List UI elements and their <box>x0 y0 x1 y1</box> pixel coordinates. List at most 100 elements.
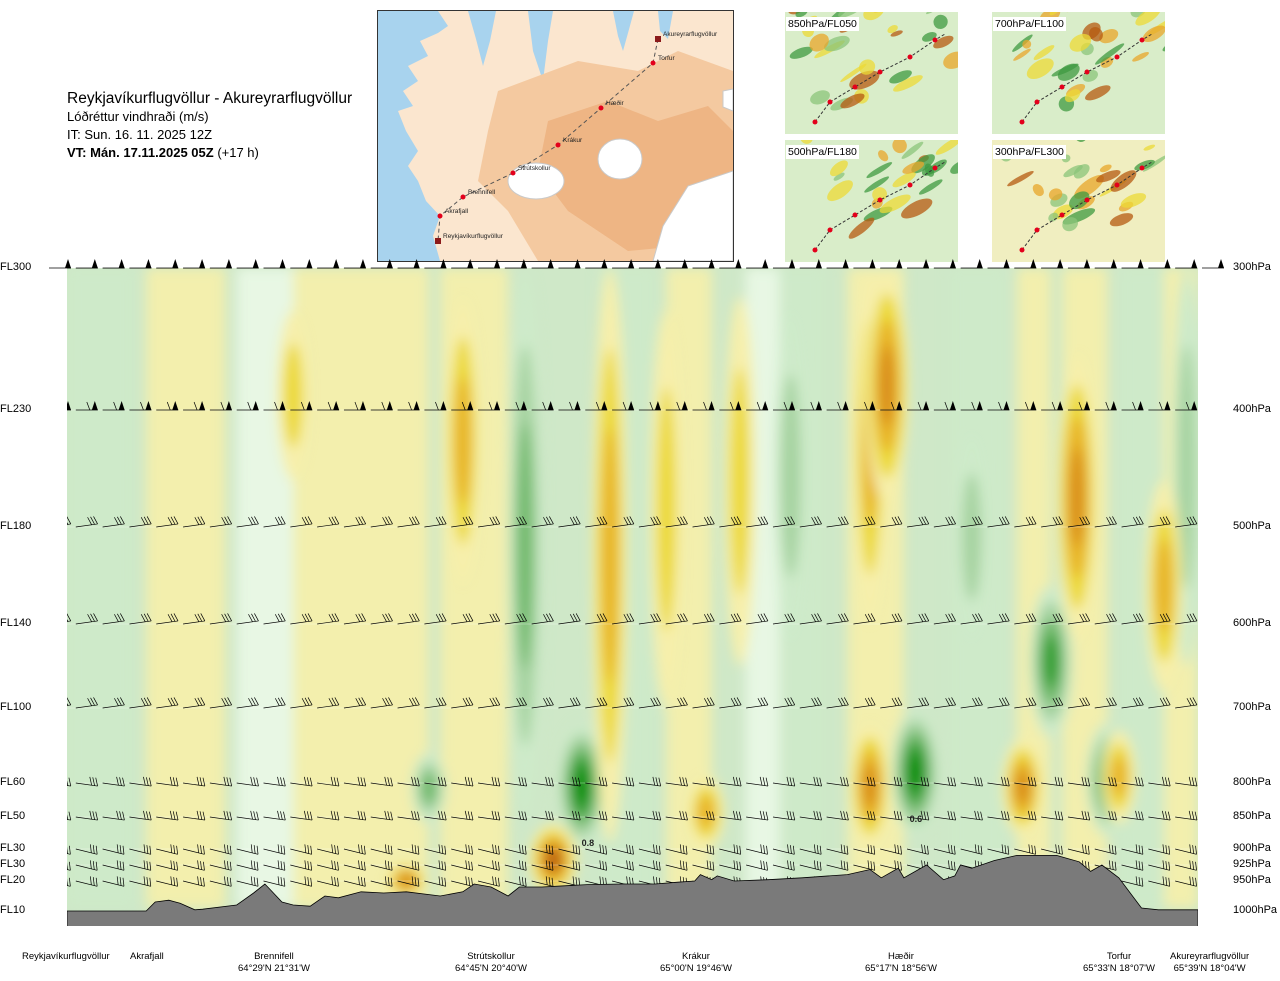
wind-barb-300 <box>719 259 742 269</box>
wind-barb <box>370 613 393 625</box>
thumb-waypoint <box>932 165 938 171</box>
wind-barb <box>397 516 420 528</box>
wind-barb-300 <box>102 259 125 269</box>
downdraft-cell <box>574 768 589 804</box>
downdraft-cell <box>908 753 923 791</box>
flight-level-label: FL230 <box>0 403 32 415</box>
thumb-field-blob <box>799 140 813 144</box>
thumb-field-blob <box>823 35 850 52</box>
wind-barb <box>1175 860 1197 871</box>
thumb-field-blob <box>840 93 865 109</box>
wind-barb <box>209 776 233 787</box>
wind-barb <box>370 516 393 528</box>
wind-barb <box>451 810 474 821</box>
wind-barb <box>826 860 849 871</box>
wind-barb <box>719 516 742 528</box>
wind-barb <box>987 776 1010 787</box>
wind-barb <box>263 860 286 871</box>
wind-barb <box>933 844 956 855</box>
wind-barb <box>1202 809 1225 820</box>
wind-barb <box>129 516 152 528</box>
wind-barb <box>1041 516 1064 528</box>
updraft-cell <box>730 367 750 595</box>
wind-barb <box>370 401 393 411</box>
thumb-waypoint <box>1019 247 1025 253</box>
wind-barb <box>1067 810 1091 821</box>
wind-barb <box>1148 844 1171 855</box>
map-waypoint-marker <box>460 194 466 200</box>
wind-barb <box>746 401 769 411</box>
wind-barb <box>290 516 313 528</box>
wind-barb <box>156 776 179 787</box>
thumb-waypoint <box>812 247 818 253</box>
wind-barb <box>772 697 796 709</box>
wind-barb <box>960 697 983 709</box>
wind-barb <box>665 860 688 871</box>
wind-barb <box>799 810 822 821</box>
thumb-700hpa-image <box>992 12 1165 134</box>
flight-level-label: FL30 <box>0 842 26 854</box>
thumb-waypoint <box>852 84 858 90</box>
wind-barb <box>1041 776 1064 787</box>
wind-barb <box>531 697 554 709</box>
wind-barb <box>826 776 849 787</box>
wind-barb <box>478 401 501 411</box>
updraft-cell <box>863 764 877 808</box>
thumb-field-blob <box>889 70 912 84</box>
wind-barb <box>424 516 447 528</box>
thumb-waypoint <box>1034 99 1040 105</box>
wind-barb <box>799 516 822 528</box>
thumb-700hpa[interactable]: 700hPa/FL100 <box>992 12 1165 134</box>
wind-barb <box>156 516 179 528</box>
wind-barb <box>960 776 983 787</box>
wind-barb <box>290 860 313 871</box>
wind-barb-300 <box>75 259 98 269</box>
downdraft-cell <box>780 374 801 578</box>
wind-barb <box>746 697 769 709</box>
wind-barb <box>692 613 715 625</box>
thumb-500hpa[interactable]: 500hPa/FL180 <box>785 140 958 262</box>
wind-barb <box>933 516 956 528</box>
wind-barbs <box>67 268 1225 887</box>
wind-barb <box>585 613 608 625</box>
wind-barb <box>182 876 205 887</box>
wind-barb <box>1041 810 1064 821</box>
wind-barb <box>531 401 554 411</box>
station-coordinates: 65°17'N 18°56'W <box>865 963 937 974</box>
wind-barb <box>558 860 581 871</box>
wind-barb <box>853 401 876 411</box>
wind-barb <box>317 810 340 821</box>
thumb-field-blob <box>1085 85 1111 101</box>
thumb-field-blob <box>1032 183 1044 197</box>
wind-barb <box>75 516 98 528</box>
thumb-300hpa[interactable]: 300hPa/FL300 <box>992 140 1165 262</box>
station-name: Krákur <box>681 951 710 962</box>
wind-barb <box>182 844 205 855</box>
wind-barb-300 <box>1202 259 1224 269</box>
wind-barb <box>317 860 339 871</box>
wind-barb <box>504 516 527 528</box>
updraft-cell <box>602 427 618 683</box>
thumb-850hpa[interactable]: 850hPa/FL050 <box>785 12 958 134</box>
wind-barb <box>129 860 152 871</box>
wind-barb <box>692 860 715 871</box>
wind-barb <box>638 810 662 821</box>
wind-barb <box>665 810 688 821</box>
wind-barb-300 <box>370 259 393 269</box>
wind-barb <box>236 810 259 821</box>
wind-barb-300 <box>317 259 340 269</box>
wind-barb <box>290 776 313 787</box>
wind-barb <box>424 401 447 411</box>
contour-labels: 0.8 0.6 <box>582 814 923 848</box>
wind-barb <box>746 860 768 871</box>
thumb-field-blob <box>827 180 853 202</box>
station-label: Brennifell 64°29'N 21°31'W <box>238 951 310 975</box>
thumb-waypoint <box>1019 119 1025 125</box>
wind-barb <box>665 401 688 411</box>
wind-barb <box>156 860 178 871</box>
wind-barb <box>1175 844 1197 855</box>
wind-barb <box>1202 841 1225 854</box>
thumb-waypoint <box>1059 84 1065 90</box>
wind-barb <box>370 876 393 887</box>
wind-barb <box>960 516 983 528</box>
